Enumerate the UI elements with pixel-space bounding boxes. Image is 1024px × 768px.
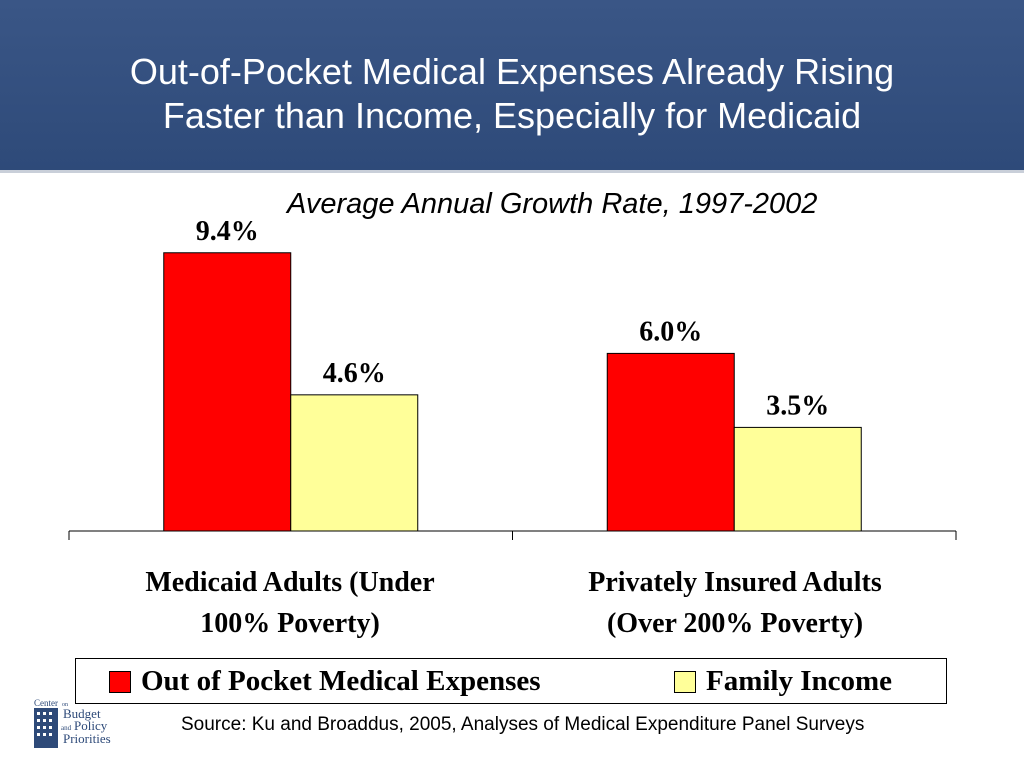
svg-text:Policy: Policy <box>74 718 108 733</box>
svg-text:on: on <box>62 702 68 708</box>
svg-text:Budget: Budget <box>63 706 101 721</box>
category-label-medicaid-line-2: 100% Poverty) <box>200 608 380 639</box>
source-note: Source: Ku and Broaddus, 2005, Analyses … <box>181 714 865 735</box>
title-banner <box>0 0 1024 173</box>
page-title: Out-of-Pocket Medical Expenses Already R… <box>0 50 1024 138</box>
data-label-family-income-1: 3.5% <box>766 390 829 421</box>
bar-out-of-pocket-0 <box>163 252 292 532</box>
bar-out-of-pocket-1 <box>606 352 735 532</box>
legend-label-out-of-pocket: Out of Pocket Medical Expenses <box>141 665 541 697</box>
legend-item-out-of-pocket: Out of Pocket Medical Expenses <box>109 665 541 698</box>
svg-text:Center: Center <box>34 698 58 708</box>
legend-label-family-income: Family Income <box>706 665 893 697</box>
data-label-out-of-pocket-1: 6.0% <box>639 316 702 347</box>
category-label-medicaid-line-1: Medicaid Adults (Under <box>145 567 435 598</box>
chart-subtitle: Average Annual Growth Rate, 1997-2002 <box>287 188 818 220</box>
category-label-private-line-2: (Over 200% Poverty) <box>606 608 864 639</box>
legend-swatch-family-income <box>674 670 696 693</box>
category-label-private-line-1: Privately Insured Adults <box>588 567 882 598</box>
title-line-2: Faster than Income, Especially for Medic… <box>162 95 862 136</box>
bar-chart: 9.4% 4.6% 6.0% 3.5% <box>68 216 957 540</box>
bar-family-income-0 <box>290 394 419 532</box>
chart-legend: Out of Pocket Medical Expenses Family In… <box>75 658 947 704</box>
bar-family-income-1 <box>733 426 862 532</box>
category-label-private: Privately Insured Adults (Over 200% Pove… <box>520 562 950 644</box>
legend-swatch-out-of-pocket <box>109 670 131 693</box>
cbpp-logo: Center on Budget and Policy Priorities <box>34 698 111 748</box>
category-label-medicaid: Medicaid Adults (Under 100% Poverty) <box>80 562 500 644</box>
data-label-out-of-pocket-0: 9.4% <box>196 216 259 247</box>
legend-item-family-income: Family Income <box>674 665 892 698</box>
x-axis <box>68 530 957 540</box>
data-labels: 9.4% 4.6% 6.0% 3.5% <box>196 216 830 422</box>
svg-text:and: and <box>61 724 72 732</box>
data-label-family-income-0: 4.6% <box>323 358 386 389</box>
title-line-1: Out-of-Pocket Medical Expenses Already R… <box>129 51 895 92</box>
bar-group <box>163 252 862 532</box>
svg-text:Priorities: Priorities <box>63 731 111 746</box>
